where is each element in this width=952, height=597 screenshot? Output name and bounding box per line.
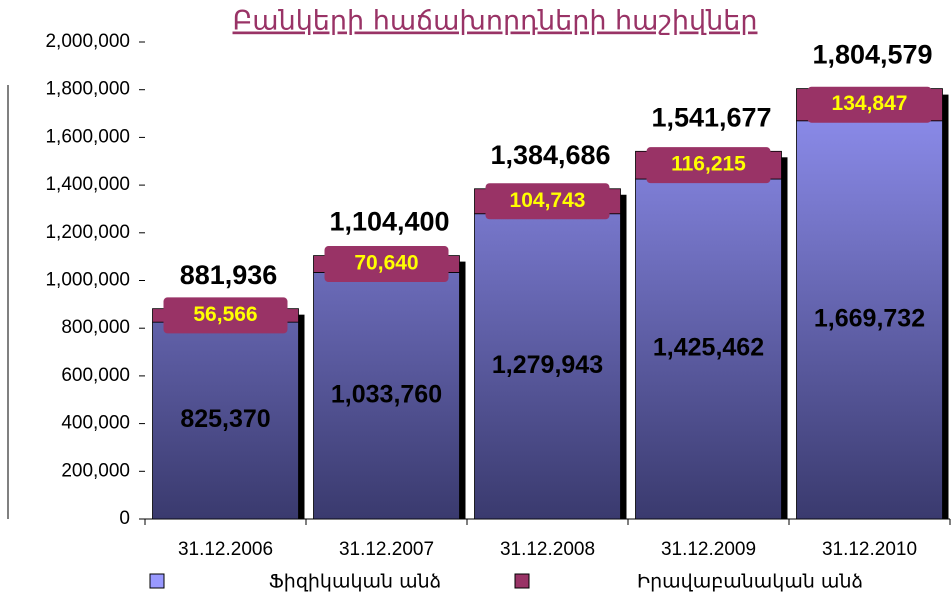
value-label: 1,033,760: [331, 380, 442, 408]
legend-swatch: [514, 573, 530, 589]
y-tick-label: 1,800,000: [45, 79, 130, 100]
legend-label: Ֆիզիկական անձ: [269, 571, 441, 593]
value-label: 1,425,462: [653, 334, 764, 362]
legend-swatch: [149, 573, 165, 589]
value-label: 134,847: [832, 92, 908, 115]
value-label: 1,669,732: [814, 304, 925, 332]
value-label-box: [807, 86, 932, 123]
y-tick-label: 1,000,000: [45, 270, 130, 291]
total-label: 881,936: [180, 260, 278, 290]
chart-title: Բանկերի հաճախորդների հաշիվներ: [233, 6, 758, 37]
y-tick-label: 0: [119, 508, 130, 529]
bar-segment: [313, 272, 460, 520]
total-label: 1,804,579: [812, 40, 932, 70]
y-tick-label: 200,000: [61, 460, 130, 481]
legend-label: Իրավաբանական անձ: [637, 571, 863, 593]
value-label: 116,215: [671, 153, 746, 176]
x-tick-label: 31.12.2009: [661, 539, 756, 560]
x-tick-label: 31.12.2010: [822, 539, 917, 560]
value-label: 70,640: [354, 252, 418, 275]
y-tick-label: 600,000: [61, 365, 130, 386]
value-label: 1,279,943: [492, 351, 603, 379]
y-tick-label: 1,400,000: [45, 174, 130, 195]
y-tick-label: 1,200,000: [45, 222, 130, 243]
total-label: 1,384,686: [490, 140, 610, 170]
y-tick-label: 800,000: [61, 317, 130, 338]
x-tick-label: 31.12.2007: [339, 539, 434, 560]
bar-segment: [796, 120, 943, 520]
bar-segment: [474, 213, 621, 520]
y-tick-label: 400,000: [61, 413, 130, 434]
y-tick-label: 2,000,000: [45, 31, 130, 52]
total-label: 1,541,677: [651, 102, 771, 132]
y-tick-label: 1,600,000: [45, 126, 130, 147]
value-label-box: [646, 147, 771, 184]
total-label: 1,104,400: [329, 207, 449, 237]
value-label-box: [324, 246, 449, 283]
x-tick-label: 31.12.2008: [500, 539, 595, 560]
value-label-box: [163, 297, 288, 334]
value-label: 56,566: [193, 303, 257, 326]
bar-segment: [635, 178, 782, 520]
value-label: 825,370: [180, 405, 270, 433]
value-label: 104,743: [510, 189, 586, 212]
value-label-box: [485, 183, 610, 220]
x-tick-label: 31.12.2006: [178, 539, 273, 560]
